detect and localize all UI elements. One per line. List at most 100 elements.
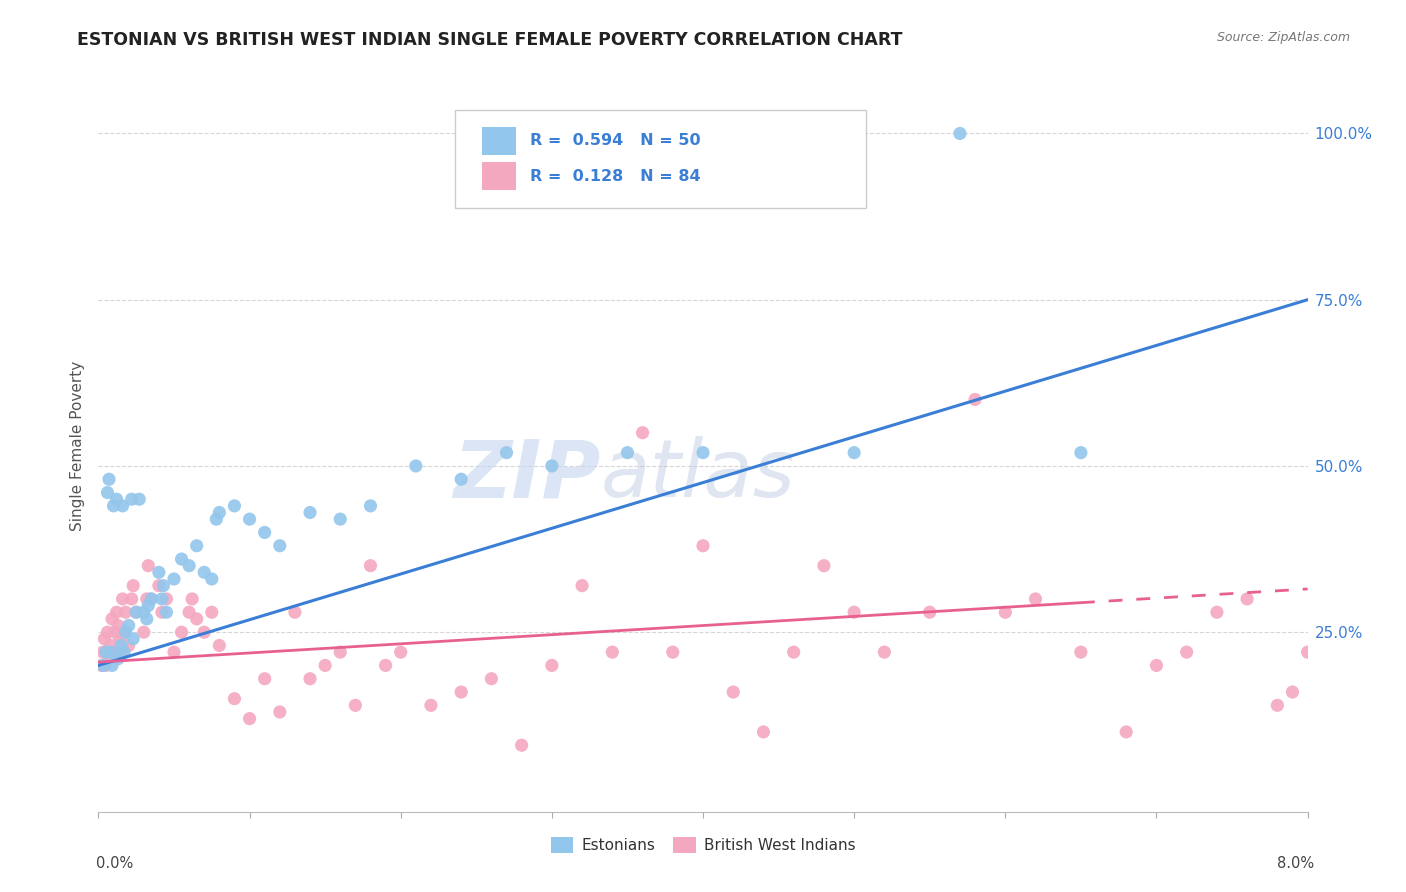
Text: ZIP: ZIP [453, 436, 600, 515]
FancyBboxPatch shape [482, 162, 516, 190]
Point [105, 492, 128, 507]
Point [141, 591, 163, 606]
Point [1296, 645, 1319, 659]
Point [170, 552, 193, 566]
Point [121, 591, 143, 606]
Point [96, 625, 118, 640]
Legend: Estonians, British West Indians: Estonians, British West Indians [544, 830, 862, 859]
Point [1070, 645, 1092, 659]
Point [239, 712, 262, 726]
Point [150, 605, 173, 619]
Point [136, 599, 159, 613]
Point [186, 539, 208, 553]
Point [179, 605, 201, 619]
Point [112, 625, 135, 640]
Point [110, 645, 132, 659]
Point [107, 618, 129, 632]
Point [132, 625, 155, 640]
Point [103, 499, 125, 513]
Point [1341, 591, 1364, 606]
Point [1146, 658, 1168, 673]
Point [110, 639, 132, 653]
FancyBboxPatch shape [482, 127, 516, 155]
Text: R =  0.128   N = 84: R = 0.128 N = 84 [530, 169, 700, 184]
Point [1357, 605, 1379, 619]
Point [101, 658, 124, 673]
Point [108, 632, 131, 646]
Text: ESTONIAN VS BRITISH WEST INDIAN SINGLE FEMALE POVERTY CORRELATION CHART: ESTONIAN VS BRITISH WEST INDIAN SINGLE F… [77, 31, 903, 49]
Point [114, 625, 136, 640]
Point [111, 499, 134, 513]
Point [873, 645, 896, 659]
Point [112, 645, 135, 659]
Point [510, 738, 533, 752]
Point [1327, 672, 1350, 686]
Point [844, 445, 866, 459]
Point [118, 639, 141, 653]
Point [253, 525, 276, 540]
Text: atlas: atlas [600, 436, 794, 515]
Point [179, 558, 201, 573]
Text: 8.0%: 8.0% [1278, 856, 1315, 871]
Point [148, 566, 170, 580]
Point [314, 658, 336, 673]
Point [94, 658, 117, 673]
Point [1070, 445, 1092, 459]
Point [692, 445, 714, 459]
Point [104, 625, 127, 640]
Point [90, 658, 112, 673]
Point [105, 605, 128, 619]
Point [114, 605, 136, 619]
Point [360, 499, 382, 513]
Point [661, 645, 683, 659]
Point [103, 645, 125, 659]
Point [94, 645, 117, 659]
Point [602, 645, 624, 659]
Point [374, 658, 396, 673]
Point [284, 605, 307, 619]
Point [122, 632, 145, 646]
Point [224, 499, 246, 513]
Point [96, 485, 118, 500]
Point [495, 445, 517, 459]
Point [163, 645, 186, 659]
Point [269, 705, 291, 719]
Point [692, 539, 714, 553]
Point [91, 658, 114, 673]
Point [152, 579, 174, 593]
Point [450, 472, 472, 486]
Point [150, 591, 173, 606]
Point [450, 685, 472, 699]
Point [125, 605, 148, 619]
Point [224, 691, 246, 706]
Point [965, 392, 987, 407]
Point [329, 512, 352, 526]
Point [193, 625, 215, 640]
Point [360, 558, 382, 573]
Point [344, 698, 367, 713]
Point [994, 605, 1017, 619]
Point [125, 605, 148, 619]
Point [121, 492, 143, 507]
Point [783, 645, 806, 659]
Point [1025, 591, 1047, 606]
Point [163, 572, 186, 586]
Point [181, 591, 204, 606]
Point [918, 605, 941, 619]
Point [405, 458, 427, 473]
Point [201, 605, 224, 619]
Point [329, 645, 352, 659]
Point [481, 672, 503, 686]
FancyBboxPatch shape [456, 110, 866, 209]
Point [844, 605, 866, 619]
Point [949, 127, 972, 141]
Point [135, 591, 157, 606]
Point [155, 605, 177, 619]
Point [122, 579, 145, 593]
Point [111, 591, 134, 606]
Point [631, 425, 654, 440]
Point [118, 618, 141, 632]
Point [420, 698, 443, 713]
Point [616, 445, 638, 459]
Point [132, 605, 155, 619]
